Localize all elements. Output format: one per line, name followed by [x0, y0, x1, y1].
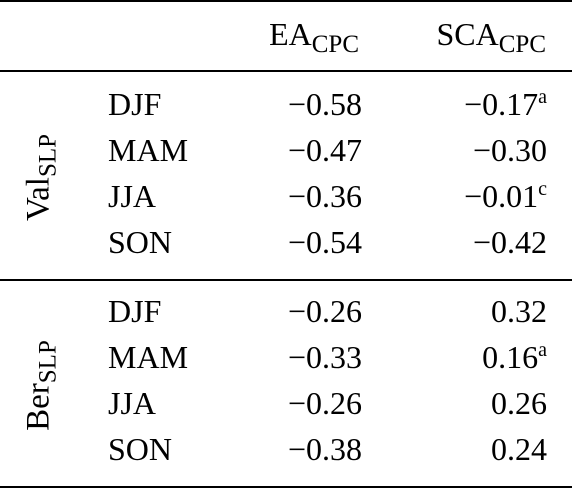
ea-cpc-value: −0.26: [287, 385, 362, 421]
table-row: JJA −0.36 −0.01c: [0, 173, 572, 219]
sca-cpc-value: −0.30: [472, 132, 547, 168]
ea-cpc-value: −0.36: [287, 178, 362, 214]
sca-cpc-value: −0.42: [472, 224, 547, 260]
season-label: DJF: [108, 293, 162, 329]
sca-cpc-cell: 0.16a: [482, 334, 547, 385]
column-header-sca-sub: CPC: [498, 31, 546, 58]
ea-cpc-value: −0.33: [287, 339, 362, 375]
season-label: SON: [108, 431, 173, 467]
footnote-marker: a: [538, 86, 547, 108]
table-top-rule: [0, 0, 572, 2]
column-header-ea-main: EA: [269, 16, 312, 52]
column-header-sca-main: SCA: [436, 16, 499, 52]
season-label: MAM: [108, 132, 189, 168]
column-header-ea-cpc: EACPC: [269, 14, 359, 58]
sca-cpc-value: −0.01: [464, 178, 539, 214]
season-label: JJA: [108, 385, 157, 421]
season-label: JJA: [108, 178, 157, 214]
season-label: SON: [108, 224, 173, 260]
table-row: MAM −0.47 −0.30: [0, 127, 572, 173]
sca-cpc-value: 0.32: [491, 293, 547, 329]
column-header-sca-cpc: SCACPC: [436, 14, 546, 58]
sca-cpc-cell: −0.42: [473, 219, 547, 270]
header-separator-rule: [0, 70, 572, 72]
sca-cpc-cell: 0.26: [491, 380, 547, 431]
table-row: DJF −0.58 −0.17a: [0, 81, 572, 127]
ea-cpc-value: −0.38: [287, 431, 362, 467]
table-row: DJF −0.26 0.32: [0, 288, 572, 334]
season-label: DJF: [108, 86, 162, 122]
sca-cpc-cell: 0.24: [491, 426, 547, 477]
ea-cpc-value: −0.26: [287, 293, 362, 329]
sca-cpc-value: 0.26: [491, 385, 547, 421]
footnote-marker: a: [538, 339, 547, 361]
table-row: JJA −0.26 0.26: [0, 380, 572, 426]
table-bottom-rule: [0, 486, 572, 488]
ea-cpc-value: −0.58: [287, 86, 362, 122]
table-row: MAM −0.33 0.16a: [0, 334, 572, 380]
table-row: SON −0.38 0.24: [0, 426, 572, 472]
ea-cpc-value: −0.47: [287, 132, 362, 168]
column-header-ea-sub: CPC: [311, 31, 359, 58]
table-row: SON −0.54 −0.42: [0, 219, 572, 265]
group-separator-rule: [0, 279, 572, 281]
season-label: MAM: [108, 339, 189, 375]
sca-cpc-cell: −0.17a: [464, 81, 547, 132]
sca-cpc-value: −0.17: [464, 86, 539, 122]
sca-cpc-value: 0.24: [491, 431, 547, 467]
ea-cpc-value: −0.54: [287, 224, 362, 260]
sca-cpc-cell: 0.32: [491, 288, 547, 339]
sca-cpc-value: 0.16: [482, 339, 539, 375]
footnote-marker: c: [538, 178, 547, 200]
sca-cpc-cell: −0.30: [473, 127, 547, 178]
sca-cpc-cell: −0.01c: [464, 173, 547, 224]
